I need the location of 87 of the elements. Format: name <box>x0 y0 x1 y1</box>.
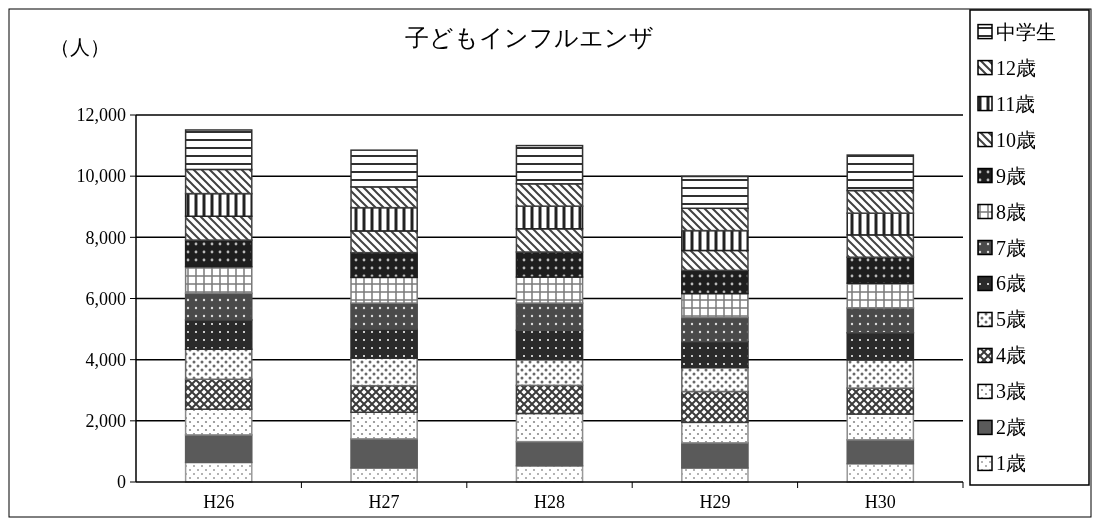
legend-label: 2歳 <box>996 416 1026 439</box>
bar <box>350 328 418 359</box>
y-tick-label: 8,000 <box>85 227 126 248</box>
bar <box>350 251 418 279</box>
bar <box>350 357 418 387</box>
bar <box>515 183 584 207</box>
x-tick-label: H29 <box>699 492 731 512</box>
y-tick-label: 6,000 <box>85 288 126 309</box>
legend-label: 中学生 <box>996 20 1056 43</box>
bar <box>515 251 584 278</box>
bar <box>681 316 749 343</box>
bar <box>515 205 584 230</box>
bar <box>681 292 749 319</box>
bar <box>846 212 915 236</box>
bar <box>846 154 915 192</box>
chart-title: 子どもインフルエンザ <box>405 25 654 51</box>
bar <box>681 249 749 272</box>
bar <box>515 384 584 415</box>
bar <box>681 366 749 393</box>
bar <box>515 144 584 185</box>
legend-label: 6歳 <box>996 272 1026 295</box>
legend-label: 10歳 <box>996 128 1036 151</box>
legend-label: 11歳 <box>996 92 1036 115</box>
bar <box>184 434 253 464</box>
bar <box>350 438 418 469</box>
bar <box>184 215 253 241</box>
bar <box>184 129 253 171</box>
bar <box>184 239 253 268</box>
legend-label: 3歳 <box>996 380 1026 403</box>
bar <box>681 340 749 369</box>
bar <box>846 359 915 389</box>
bar <box>681 175 749 210</box>
legend-label: 8歳 <box>996 200 1026 223</box>
legend-label: 1歳 <box>996 452 1026 475</box>
bar <box>515 228 584 253</box>
bar <box>350 149 418 188</box>
bar <box>846 256 915 284</box>
legend-label: 7歳 <box>996 236 1026 259</box>
y-tick-label: 12,000 <box>76 105 126 126</box>
legend-label: 5歳 <box>996 308 1026 331</box>
bar <box>846 282 915 309</box>
bar <box>846 189 915 214</box>
y-tick-label: 4,000 <box>85 349 126 370</box>
bar <box>515 412 584 443</box>
bar <box>350 302 418 330</box>
bar <box>681 390 749 424</box>
bar <box>846 439 915 465</box>
y-tick-label: 0 <box>117 472 126 493</box>
x-tick-label: H30 <box>864 492 896 512</box>
bar <box>846 234 915 258</box>
bar <box>681 421 749 444</box>
bar <box>846 387 915 415</box>
bar <box>515 329 584 361</box>
bar <box>515 440 584 467</box>
y-axis-title: （人） <box>50 36 110 58</box>
bar <box>350 186 418 209</box>
x-tick-label: H26 <box>203 492 235 512</box>
bar <box>184 168 253 195</box>
bar <box>350 206 418 232</box>
bar <box>846 413 915 441</box>
bar <box>184 348 253 380</box>
bar <box>681 269 749 295</box>
bar <box>350 411 418 440</box>
bar <box>184 292 253 321</box>
bar <box>846 307 915 334</box>
bar <box>184 408 253 436</box>
legend-label: 12歳 <box>996 56 1036 79</box>
legend-label: 4歳 <box>996 344 1026 367</box>
bar <box>184 378 253 410</box>
legend-label: 9歳 <box>996 164 1026 187</box>
y-tick-label: 10,000 <box>76 166 126 187</box>
bar <box>681 442 749 469</box>
bar <box>350 230 418 254</box>
bar <box>184 192 253 217</box>
bar <box>350 384 418 414</box>
bar <box>846 332 915 361</box>
bar <box>184 319 253 351</box>
bar <box>681 229 749 252</box>
x-tick-label: H27 <box>368 492 400 512</box>
bar <box>515 276 584 304</box>
x-tick-label: H28 <box>534 492 565 512</box>
bar <box>515 302 584 332</box>
bar <box>350 276 418 304</box>
bar <box>515 358 584 387</box>
bar <box>184 265 253 295</box>
y-tick-label: 2,000 <box>85 411 126 432</box>
bar <box>681 207 749 232</box>
